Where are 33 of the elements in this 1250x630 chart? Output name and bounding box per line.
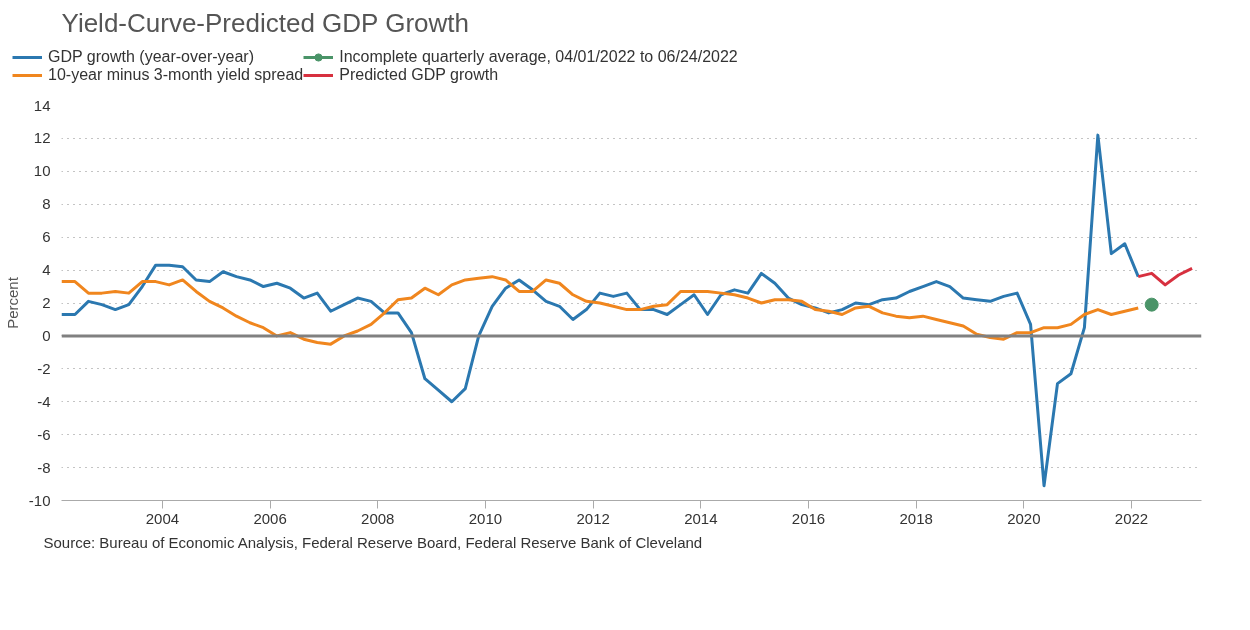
x-tick-label: 2016 bbox=[791, 509, 826, 527]
legend-label: Predicted GDP growth bbox=[339, 66, 499, 84]
y-tick-label: -10 bbox=[28, 491, 51, 509]
line-series bbox=[1136, 266, 1194, 287]
source-note: Source: Bureau of Economic Analysis, Federal Reserve Board, Federal Reserve Bank of Cleveland bbox=[43, 533, 703, 551]
y-tick-label: 14 bbox=[33, 96, 51, 114]
y-tick-label: 2 bbox=[42, 294, 51, 311]
legend-label: 10-year minus 3-month yield spread bbox=[48, 66, 304, 84]
y-tick-label: 8 bbox=[42, 195, 51, 213]
x-tick-label: 2014 bbox=[684, 509, 718, 527]
y-tick-label: -2 bbox=[37, 359, 51, 377]
x-tick-label: 2006 bbox=[253, 509, 287, 527]
x-tick-label: 2020 bbox=[1007, 509, 1041, 527]
x-tick-label: 2008 bbox=[361, 509, 395, 527]
y-tick-label: 4 bbox=[42, 261, 51, 279]
legend-label: Incomplete quarterly average, 04/01/2022 to 06/24/2022 bbox=[339, 48, 738, 66]
y-tick-label: 0 bbox=[42, 326, 51, 344]
y-tick-label: -4 bbox=[37, 392, 51, 410]
x-tick-label: 2022 bbox=[1114, 509, 1149, 527]
chart-title: Yield-Curve-Predicted GDP Growth bbox=[61, 7, 469, 38]
x-tick-label: 2018 bbox=[899, 509, 933, 527]
line-series bbox=[61, 275, 1140, 346]
y-tick-label: -8 bbox=[37, 458, 51, 476]
line-series bbox=[61, 133, 1140, 488]
y-tick-label: 6 bbox=[42, 228, 51, 246]
x-tick-label: 2004 bbox=[145, 509, 180, 527]
y-tick-label: 10 bbox=[33, 162, 51, 180]
legend-label: GDP growth (year-over-year) bbox=[48, 48, 254, 66]
y-axis-title: Percent bbox=[3, 276, 21, 329]
x-tick-label: 2012 bbox=[576, 509, 610, 527]
y-tick-label: -6 bbox=[37, 425, 51, 443]
x-tick-label: 2010 bbox=[468, 509, 503, 527]
y-tick-label: 12 bbox=[33, 129, 51, 147]
